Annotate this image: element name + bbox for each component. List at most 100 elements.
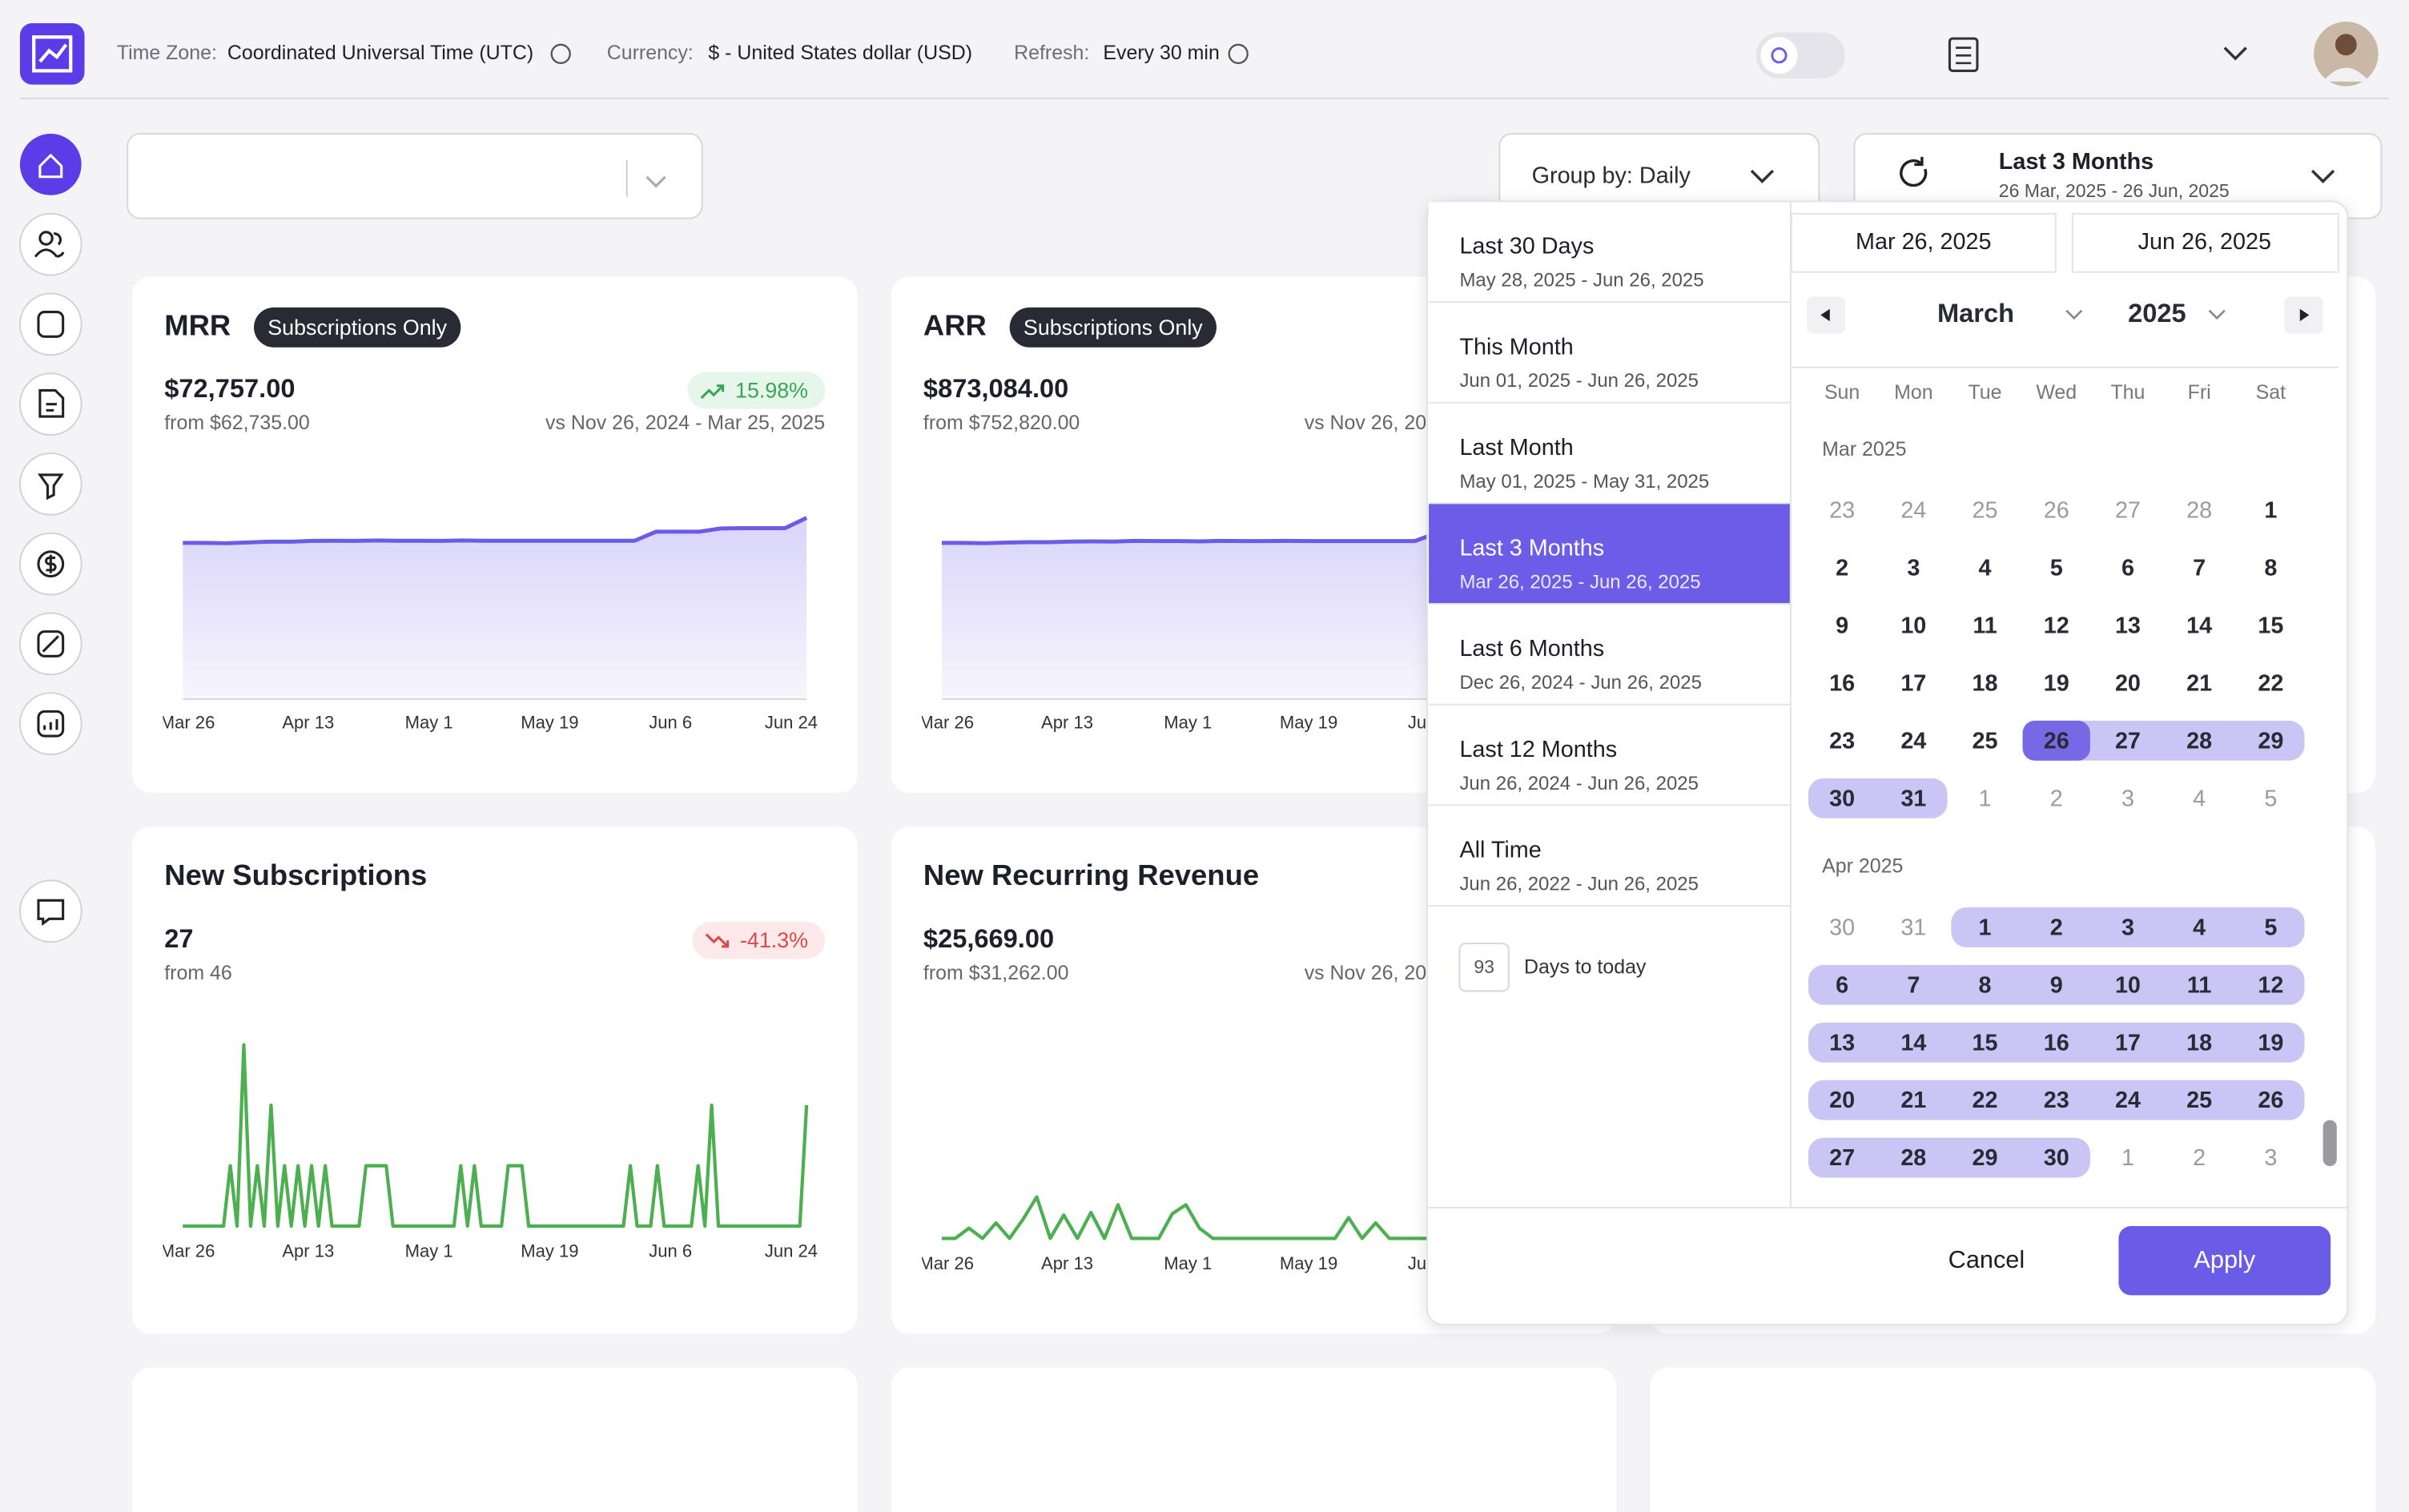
preset-item[interactable]: Last Month May 01, 2025 - May 31, 2025 xyxy=(1429,403,1790,503)
day[interactable]: 31 xyxy=(1900,915,1926,940)
day[interactable]: 4 xyxy=(1979,556,1992,581)
info-icon[interactable] xyxy=(1228,43,1249,64)
day[interactable]: 21 xyxy=(1900,1088,1926,1113)
filter-select[interactable] xyxy=(127,133,703,219)
day[interactable]: 20 xyxy=(2115,670,2141,696)
preset-item[interactable]: All Time Jun 26, 2022 - Jun 26, 2025 xyxy=(1429,806,1790,906)
day[interactable]: 15 xyxy=(1973,1030,1998,1056)
day[interactable]: 21 xyxy=(2186,670,2212,696)
day[interactable]: 16 xyxy=(1829,670,1855,696)
apply-button[interactable] xyxy=(2118,1226,2331,1296)
day[interactable]: 2 xyxy=(2193,1145,2206,1171)
day[interactable]: 1 xyxy=(1979,786,1992,811)
day[interactable]: 19 xyxy=(2258,1030,2283,1056)
day[interactable]: 27 xyxy=(1829,1145,1855,1171)
day[interactable]: 13 xyxy=(1829,1030,1855,1056)
day[interactable]: 28 xyxy=(2186,498,2212,524)
scroll-thumb[interactable] xyxy=(2323,1120,2337,1167)
day[interactable]: 15 xyxy=(2258,613,2283,638)
day[interactable]: 8 xyxy=(2264,556,2277,581)
organization-icon[interactable] xyxy=(1948,37,1979,72)
day[interactable]: 27 xyxy=(2115,498,2141,524)
day[interactable]: 10 xyxy=(2115,972,2141,998)
days-input[interactable] xyxy=(1458,943,1510,992)
day[interactable]: 6 xyxy=(2121,556,2134,581)
day[interactable]: 24 xyxy=(2115,1088,2141,1113)
day[interactable]: 24 xyxy=(1900,498,1926,524)
nav-subscriptions[interactable] xyxy=(18,292,82,356)
day[interactable]: 23 xyxy=(1829,498,1855,524)
day[interactable]: 29 xyxy=(2258,728,2283,754)
day[interactable]: 23 xyxy=(1829,728,1855,754)
day[interactable]: 6 xyxy=(1836,972,1848,998)
day[interactable]: 4 xyxy=(2193,915,2206,940)
day[interactable]: 11 xyxy=(2187,972,2211,998)
day[interactable]: 14 xyxy=(2186,613,2212,638)
day[interactable]: 5 xyxy=(2264,915,2277,940)
preset-item[interactable]: Last 12 Months Jun 26, 2024 - Jun 26, 202… xyxy=(1429,705,1790,805)
day[interactable]: 1 xyxy=(1979,915,1992,940)
day[interactable]: 2 xyxy=(2050,786,2063,811)
day[interactable]: 19 xyxy=(2044,670,2069,696)
year-select[interactable]: 2025 xyxy=(2128,298,2186,328)
info-icon[interactable] xyxy=(550,43,571,64)
day[interactable]: 17 xyxy=(1900,670,1926,696)
day[interactable]: 18 xyxy=(1973,670,1998,696)
preset-item[interactable]: This Month Jun 01, 2025 - Jun 26, 2025 xyxy=(1429,303,1790,402)
day[interactable]: 26 xyxy=(2044,498,2069,524)
day[interactable]: 9 xyxy=(2050,972,2063,998)
preset-item[interactable]: Last 3 Months Mar 26, 2025 - Jun 26, 2025 xyxy=(1429,504,1790,604)
preset-item[interactable]: Last 30 Days May 28, 2025 - Jun 26, 2025 xyxy=(1429,202,1790,302)
day[interactable]: 3 xyxy=(1907,556,1920,581)
refresh[interactable]: Every 30 min xyxy=(1103,42,1219,64)
day[interactable]: 23 xyxy=(2044,1088,2069,1113)
end-input[interactable] xyxy=(2071,212,2339,273)
day[interactable]: 17 xyxy=(2115,1030,2141,1056)
month-select[interactable]: March xyxy=(1937,298,2014,328)
day[interactable]: 2 xyxy=(1836,556,1848,581)
day[interactable]: 22 xyxy=(2258,670,2283,696)
day[interactable]: 7 xyxy=(1907,972,1920,998)
day[interactable]: 16 xyxy=(2044,1030,2069,1056)
nav-customers[interactable] xyxy=(18,212,82,276)
day[interactable]: 9 xyxy=(1836,613,1848,638)
day[interactable]: 10 xyxy=(1900,613,1926,638)
day[interactable]: 4 xyxy=(2193,786,2206,811)
day[interactable]: 25 xyxy=(1973,498,1998,524)
day[interactable]: 29 xyxy=(1973,1145,1998,1171)
day[interactable]: 3 xyxy=(2264,1145,2277,1171)
day[interactable]: 11 xyxy=(1973,613,1997,638)
day[interactable]: 13 xyxy=(2115,613,2141,638)
nav-help[interactable] xyxy=(18,879,82,943)
day[interactable]: 3 xyxy=(2121,915,2134,940)
start-input[interactable] xyxy=(1790,212,2057,273)
cancel-button[interactable]: Cancel xyxy=(1949,1245,2025,1273)
day[interactable]: 28 xyxy=(2186,728,2212,754)
day[interactable]: 25 xyxy=(2186,1088,2212,1113)
day[interactable]: 12 xyxy=(2258,972,2283,998)
day[interactable]: 18 xyxy=(2186,1030,2212,1056)
refresh-icon[interactable] xyxy=(1900,156,1928,187)
day[interactable]: 26 xyxy=(2258,1088,2283,1113)
org-dropdown[interactable] xyxy=(2223,46,2247,61)
day[interactable]: 24 xyxy=(1900,728,1926,754)
day[interactable]: 7 xyxy=(2193,556,2206,581)
day[interactable]: 3 xyxy=(2121,786,2134,811)
day[interactable]: 20 xyxy=(1829,1088,1855,1113)
currency[interactable]: $ - United States dollar (USD) xyxy=(708,42,972,64)
day[interactable]: 8 xyxy=(1979,972,1992,998)
day[interactable]: 25 xyxy=(1973,728,1998,754)
day[interactable]: 27 xyxy=(2115,728,2141,754)
day[interactable]: 12 xyxy=(2044,613,2069,638)
day[interactable]: 28 xyxy=(1900,1145,1926,1171)
day[interactable]: 26 xyxy=(2044,728,2069,754)
day[interactable]: 1 xyxy=(2264,498,2277,524)
day[interactable]: 30 xyxy=(2044,1145,2069,1171)
nav-funnel[interactable] xyxy=(18,452,82,516)
time-zone[interactable]: Coordinated Universal Time (UTC) xyxy=(227,42,533,64)
nav-home[interactable] xyxy=(19,134,82,195)
day[interactable]: 14 xyxy=(1900,1030,1926,1056)
day[interactable]: 22 xyxy=(1973,1088,1998,1113)
day[interactable]: 1 xyxy=(2121,1145,2134,1171)
day[interactable]: 30 xyxy=(1829,786,1855,811)
